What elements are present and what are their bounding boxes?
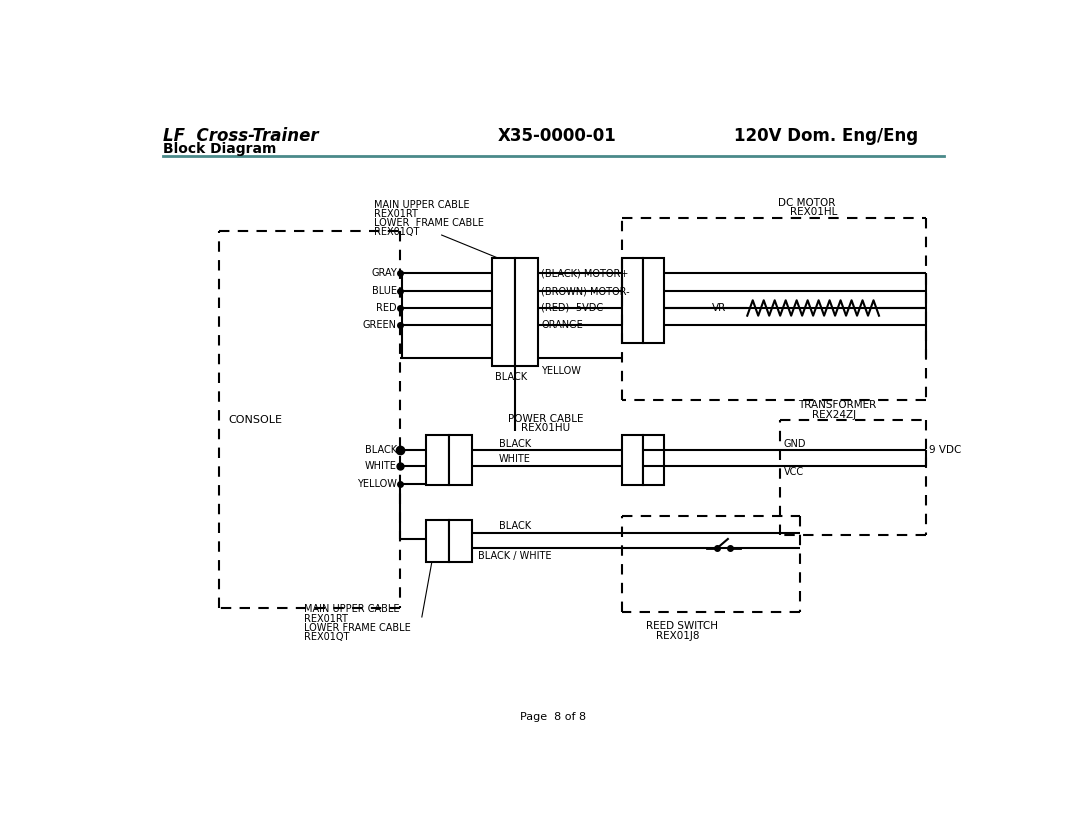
Text: REX01QT: REX01QT [374,227,419,237]
Bar [622,258,643,343]
Text: GND: GND [784,439,806,449]
Bar [643,435,663,485]
Text: YELLOW: YELLOW [357,479,397,489]
Text: Page  8 of 8: Page 8 of 8 [521,712,586,722]
Bar [426,520,449,562]
Text: YELLOW: YELLOW [541,366,581,376]
Text: WHITE: WHITE [365,461,397,471]
Text: REX01QT: REX01QT [303,632,349,642]
Text: GRAY: GRAY [372,269,397,279]
Bar [449,435,472,485]
Text: VR: VR [713,303,727,313]
Bar [426,435,449,485]
Text: (RED) -5VDC: (RED) -5VDC [541,303,604,313]
Text: (BROWN) MOTOR-: (BROWN) MOTOR- [541,286,630,296]
Bar [491,258,515,366]
Text: REX01RT: REX01RT [303,614,348,624]
Text: REX01HL: REX01HL [789,207,837,217]
Text: BLACK: BLACK [365,445,397,455]
Text: CONSOLE: CONSOLE [228,414,282,425]
Text: BLACK: BLACK [499,439,530,449]
Text: 120V Dom. Eng/Eng: 120V Dom. Eng/Eng [733,127,918,144]
Text: X35-0000-01: X35-0000-01 [498,127,617,144]
Text: (BLACK) MOTOR+: (BLACK) MOTOR+ [541,269,629,279]
Text: LF  Cross-Trainer: LF Cross-Trainer [163,127,319,144]
Text: VCC: VCC [784,467,804,477]
Text: REX01J8: REX01J8 [656,631,700,641]
Text: TRANSFORMER: TRANSFORMER [798,399,876,409]
Bar [515,258,538,366]
Text: REX01RT: REX01RT [374,208,418,219]
Text: LOWER FRAME CABLE: LOWER FRAME CABLE [303,623,410,633]
Text: POWER CABLE: POWER CABLE [508,414,583,425]
Bar [643,258,663,343]
Text: WHITE: WHITE [499,455,530,465]
Text: BLACK: BLACK [499,521,530,531]
Text: ORANGE: ORANGE [541,320,583,330]
Text: MAIN UPPER CABLE: MAIN UPPER CABLE [374,200,469,210]
Text: REED SWITCH: REED SWITCH [647,621,718,631]
Text: RED: RED [376,303,397,313]
Bar [449,520,472,562]
Text: LOWER  FRAME CABLE: LOWER FRAME CABLE [374,218,484,228]
Text: DC MOTOR: DC MOTOR [779,198,836,208]
Text: MAIN UPPER CABLE: MAIN UPPER CABLE [303,605,400,615]
Text: REX24ZJ: REX24ZJ [811,409,855,420]
Text: BLACK: BLACK [496,372,527,382]
Text: REX01HU: REX01HU [522,424,570,434]
Text: BLACK / WHITE: BLACK / WHITE [478,550,552,560]
Bar [622,435,643,485]
Text: Block Diagram: Block Diagram [163,142,276,156]
Text: GREEN: GREEN [363,320,397,330]
Text: BLUE: BLUE [372,286,397,296]
Text: 9 VDC: 9 VDC [930,445,962,455]
